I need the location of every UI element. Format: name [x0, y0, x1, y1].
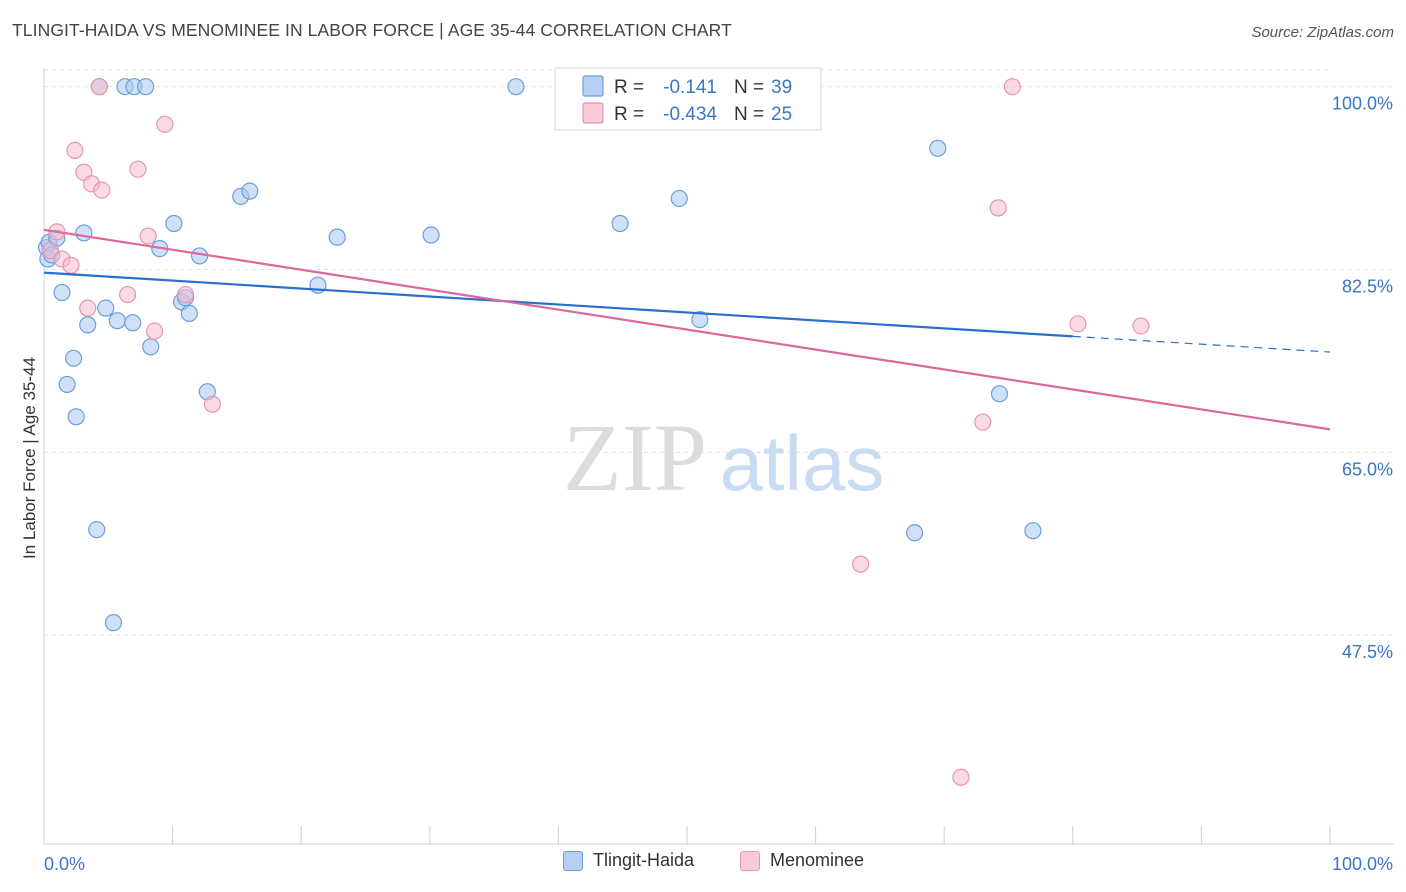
series-legend: Tlingit-Haida Menominee: [0, 850, 1406, 880]
axes: [43, 68, 1394, 845]
legend-r-label: R =: [614, 77, 644, 98]
menominee-point: [118, 285, 137, 304]
menominee-point: [203, 395, 222, 413]
menominee-point: [66, 141, 84, 160]
tlingit-haida-point: [328, 228, 346, 246]
tlingit-haida-point: [507, 78, 525, 96]
tlingit-haida-point: [97, 299, 115, 317]
legend-r-value: -0.434: [663, 104, 717, 125]
legend-n-value: 25: [771, 104, 792, 125]
menominee-point: [79, 299, 97, 317]
legend-r-label: R =: [614, 104, 644, 125]
legend-r-value: -0.141: [663, 77, 717, 98]
legend-n-value: 39: [771, 77, 792, 98]
stats-legend: R = -0.141 N = 39 R = -0.434 N = 25: [554, 67, 822, 131]
menominee-point: [176, 285, 195, 304]
y-tick-label: 65.0%: [1342, 459, 1393, 479]
tlingit-haida-point: [422, 226, 440, 244]
tlingit-haida-point: [75, 224, 93, 242]
menominee-swatch: [740, 850, 760, 871]
menominee-point: [1003, 78, 1021, 96]
legend-item-tlingit-haida[interactable]: Tlingit-Haida: [563, 850, 694, 871]
tlingit-haida-point: [990, 385, 1009, 403]
legend-label-menominee: Menominee: [770, 850, 865, 870]
y-axis-label: In Labor Force | Age 35-44: [20, 357, 39, 559]
legend-swatch: [582, 102, 604, 124]
menominee-point: [156, 115, 174, 133]
tlingit-haida-point: [67, 408, 85, 426]
legend-swatch: [582, 75, 604, 97]
trend-lines: [43, 228, 1331, 431]
y-tick-label: 82.5%: [1342, 277, 1393, 297]
tlingit-haida-swatch: [563, 850, 583, 871]
grid-lines: [44, 69, 1392, 636]
legend-n-label: N =: [734, 104, 764, 125]
x-tick-labels: 0.0% 100.0%: [44, 854, 1393, 874]
tlingit-haida-point: [108, 312, 126, 330]
tlingit-haida-point: [53, 283, 71, 302]
tlingit-haida-point: [58, 375, 76, 394]
tlingit-haida-point: [104, 614, 123, 632]
menominee-point: [989, 199, 1007, 217]
tlingit-haida-point: [670, 189, 688, 208]
tlingit-haida-point: [929, 139, 947, 157]
tlingit-haida-point: [611, 214, 629, 233]
menominee-point: [41, 242, 60, 260]
watermark: ZIP atlas: [563, 404, 884, 511]
tlingit-haida-point: [241, 182, 259, 200]
tlingit-haida-point: [88, 521, 106, 539]
tlingit-haida-point: [79, 316, 97, 334]
chart-title: TLINGIT-HAIDA VS MENOMINEE IN LABOR FORC…: [12, 20, 732, 40]
legend-n-label: N =: [734, 77, 764, 98]
y-tick-labels: 47.5% 65.0% 82.5% 100.0%: [1332, 94, 1393, 662]
tlingit-haida-point: [1024, 522, 1042, 540]
watermark-zip: ZIP: [563, 404, 707, 511]
tlingit-haida-point: [906, 524, 924, 542]
tlingit-haida-point: [136, 78, 155, 96]
legend-label-tlingit-haida: Tlingit-Haida: [593, 850, 695, 870]
tlingit-haida-point: [180, 304, 198, 322]
x-tick-label-min: 0.0%: [44, 854, 85, 874]
tlingit-haida-point: [124, 314, 142, 332]
watermark-atlas: atlas: [720, 419, 885, 507]
y-tick-label: 100.0%: [1332, 94, 1393, 114]
menominee-point: [129, 160, 147, 178]
y-tick-label: 47.5%: [1342, 642, 1393, 662]
legend-item-menominee[interactable]: Menominee: [740, 850, 864, 871]
menominee-point: [93, 181, 111, 199]
x-tick-label-max: 100.0%: [1332, 854, 1393, 874]
menominee-point: [145, 322, 164, 340]
source-credit: Source: ZipAtlas.com: [1251, 24, 1394, 41]
tlingit-haida-point: [64, 349, 83, 367]
menominee-point: [852, 555, 870, 573]
menominee-point: [90, 78, 108, 96]
menominee-point: [1069, 315, 1087, 333]
tlingit-haida-point: [165, 214, 183, 233]
menominee-trend-line: [43, 228, 1331, 431]
tlingit-haida-point: [142, 338, 160, 356]
menominee-point: [62, 256, 80, 274]
tlingit-haida-trend-extension: [1072, 335, 1331, 353]
menominee-point: [1132, 317, 1150, 335]
tlingit-haida-trend-line: [43, 271, 1073, 338]
menominee-point: [974, 413, 992, 431]
menominee-point: [952, 768, 970, 786]
tlingit-haida-point: [691, 311, 709, 329]
data-points: [37, 78, 1150, 786]
menominee-point: [139, 227, 157, 245]
